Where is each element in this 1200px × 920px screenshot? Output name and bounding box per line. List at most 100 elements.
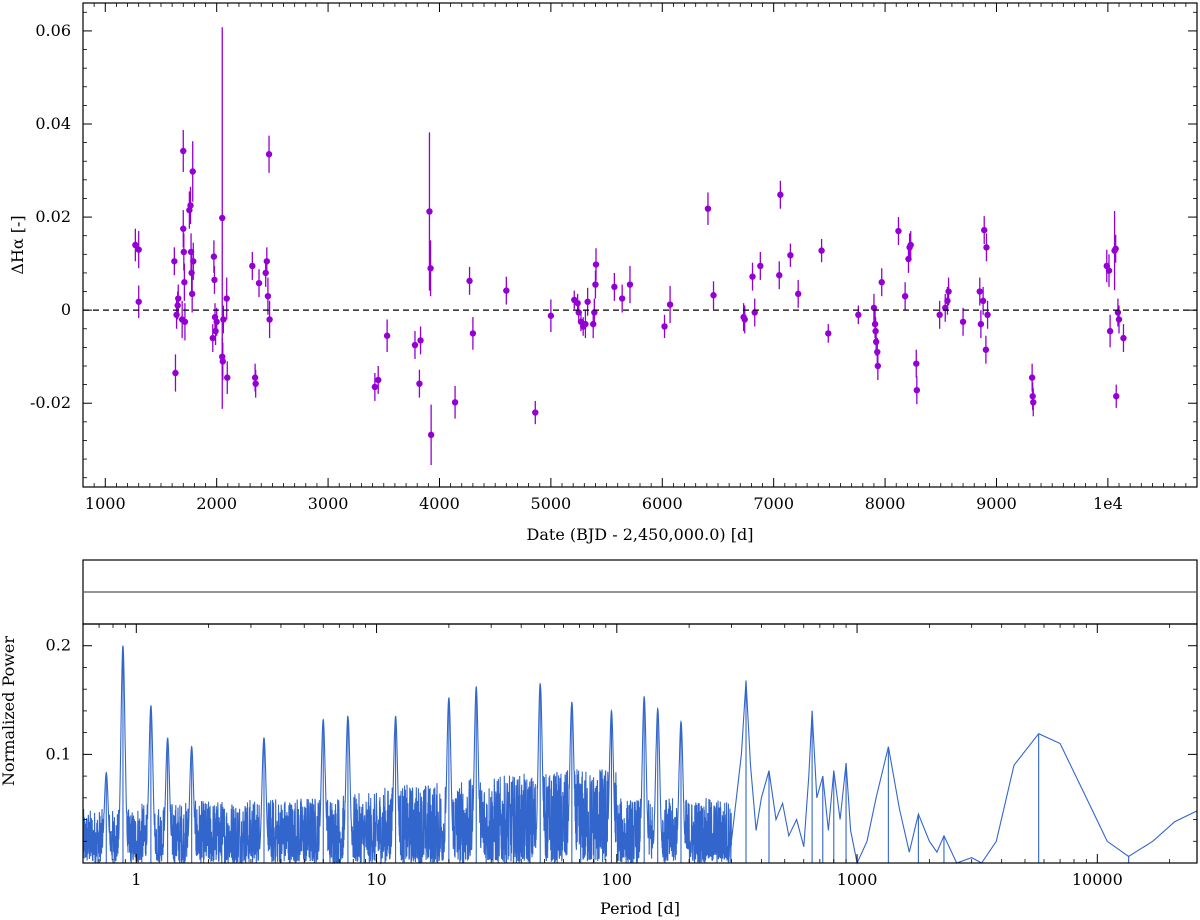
data-point	[818, 247, 825, 254]
data-point	[427, 265, 434, 272]
data-point	[219, 358, 227, 365]
data-point	[181, 318, 189, 325]
x-tick-label: 2000	[196, 494, 237, 513]
data-point	[1030, 399, 1037, 406]
data-point	[255, 279, 263, 287]
data-point	[211, 276, 218, 284]
data-point	[209, 334, 216, 342]
data-point	[383, 332, 391, 339]
data-point	[249, 262, 256, 270]
data-point	[979, 297, 987, 305]
data-point	[901, 292, 909, 300]
data-point	[626, 281, 634, 288]
data-point	[180, 147, 187, 155]
x-tick-label: 1	[131, 870, 141, 889]
periodogram-line	[82, 645, 1198, 865]
data-point	[977, 320, 985, 328]
data-point	[210, 253, 218, 260]
y-tick-label: 0.04	[35, 114, 71, 133]
data-point	[874, 362, 882, 370]
data-point	[936, 311, 943, 319]
data-point	[466, 277, 473, 285]
time-series-panel: 1000 2000 3000 4000 5000 6000 7000 8000 9000 1e4 -…	[8, 2, 1198, 544]
x-tick-label: 8000	[865, 494, 906, 513]
data-point	[426, 208, 433, 215]
data-point	[878, 279, 885, 286]
y-tick-label: 0.06	[35, 21, 71, 40]
data-point	[266, 316, 273, 323]
data-point	[416, 380, 423, 387]
data-point	[411, 341, 419, 349]
data-point	[982, 346, 990, 353]
data-point	[264, 292, 272, 300]
periodogram-y-axis-label: Normalized Power	[0, 636, 18, 786]
data-point	[976, 288, 983, 295]
data-point	[224, 374, 231, 381]
x-tick-label: 100	[602, 870, 633, 889]
data-point	[189, 168, 196, 175]
data-point	[503, 287, 510, 294]
data-point	[895, 227, 902, 235]
data-point	[825, 330, 832, 337]
data-point	[704, 205, 712, 212]
x-tick-label: 1000	[837, 870, 878, 889]
data-point	[173, 311, 180, 319]
data-point	[983, 244, 990, 251]
data-point	[180, 248, 188, 256]
x-tick-label: 1000	[85, 494, 126, 513]
data-point	[132, 241, 139, 249]
data-point	[618, 295, 626, 302]
data-point	[661, 323, 668, 330]
data-point	[220, 316, 227, 323]
data-point	[190, 258, 197, 265]
data-point	[135, 298, 142, 305]
x-tick-label: 5000	[531, 494, 572, 513]
data-point	[427, 431, 435, 439]
data-point	[371, 383, 379, 391]
data-point	[180, 225, 187, 232]
data-point	[981, 226, 988, 234]
y-tick-label: 0	[61, 300, 71, 319]
data-point	[263, 258, 271, 265]
data-point	[584, 298, 591, 305]
x-tick-label: 9000	[976, 494, 1017, 513]
data-point	[187, 202, 194, 209]
time-series-y-axis-label: ΔHα [-]	[8, 215, 27, 274]
data-point	[855, 311, 862, 319]
data-point	[794, 290, 802, 298]
data-point	[223, 295, 230, 302]
x-tick-label: 3000	[308, 494, 349, 513]
data-point	[907, 241, 914, 249]
data-point	[959, 318, 967, 325]
data-point	[710, 292, 717, 299]
data-point	[181, 279, 188, 286]
y-tick-label: 0.2	[46, 636, 71, 655]
data-point	[532, 409, 539, 416]
data-point	[592, 281, 599, 288]
data-point	[574, 299, 581, 307]
data-point	[375, 376, 382, 384]
data-point	[787, 252, 794, 259]
time-series-marks	[132, 27, 1127, 466]
x-tick-label: 7000	[753, 494, 794, 513]
x-tick-label: 10	[366, 870, 386, 889]
data-point	[751, 309, 758, 316]
periodogram-frame	[82, 623, 1198, 864]
data-point	[265, 151, 273, 158]
periodogram-x-axis-label: Period [d]	[600, 899, 680, 918]
data-point	[1113, 393, 1120, 400]
data-point	[188, 290, 196, 298]
data-point	[172, 369, 179, 377]
data-point	[262, 269, 269, 277]
data-point	[741, 316, 748, 323]
data-point	[582, 320, 589, 328]
time-series-ticks: 1000 2000 3000 4000 5000 6000 7000 8000 9000 1e4 -…	[30, 3, 1197, 513]
data-point	[547, 312, 555, 319]
data-point	[252, 380, 259, 387]
data-point	[171, 258, 178, 265]
data-point	[1106, 327, 1114, 335]
data-point	[175, 295, 182, 302]
data-point	[451, 399, 459, 406]
data-point	[757, 262, 764, 270]
data-point	[469, 330, 477, 337]
